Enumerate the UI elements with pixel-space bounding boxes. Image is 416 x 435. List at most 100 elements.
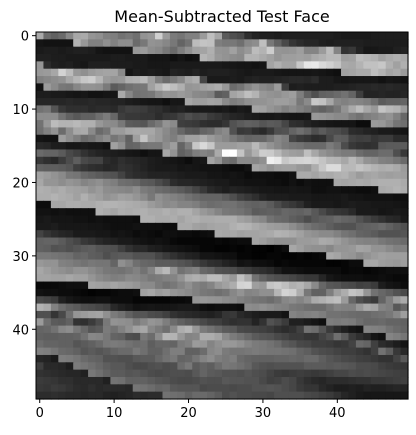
image-cell: [296, 274, 305, 283]
image-cell: [132, 259, 141, 268]
image-cell: [125, 90, 134, 99]
image-cell: [110, 252, 119, 261]
image-cell: [73, 171, 82, 180]
image-cell: [199, 281, 208, 290]
image-cell: [36, 244, 45, 253]
image-cell: [229, 252, 238, 261]
image-cell: [177, 332, 186, 341]
image-cell: [207, 230, 216, 239]
image-cell: [341, 215, 350, 224]
image-cell: [207, 252, 216, 261]
image-cell: [288, 354, 297, 363]
image-cell: [348, 318, 357, 327]
image-cell: [363, 83, 372, 92]
image-cell: [140, 200, 149, 209]
image-cell: [311, 61, 320, 70]
image-cell: [184, 127, 193, 136]
image-cell: [318, 61, 327, 70]
image-cell: [162, 274, 171, 283]
image-cell: [36, 340, 45, 349]
image-cell: [355, 252, 364, 261]
image-cell: [318, 391, 327, 400]
image-cell: [192, 127, 201, 136]
image-cell: [326, 164, 335, 173]
image-cell: [244, 127, 253, 136]
image-cell: [274, 215, 283, 224]
image-cell: [162, 215, 171, 224]
image-cell: [132, 208, 141, 217]
image-cell: [229, 237, 238, 246]
image-cell: [348, 32, 357, 40]
image-cell: [244, 281, 253, 290]
image-cell: [236, 325, 245, 334]
image-cell: [236, 149, 245, 158]
image-cell: [58, 164, 67, 173]
image-cell: [370, 391, 379, 400]
image-cell: [207, 303, 216, 312]
image-cell: [348, 259, 357, 268]
image-cell: [199, 127, 208, 136]
image-cell: [214, 156, 223, 165]
image-cell: [125, 376, 134, 385]
image-cell: [214, 83, 223, 92]
image-cell: [117, 222, 126, 231]
image-cell: [303, 222, 312, 231]
image-cell: [296, 193, 305, 202]
image-cell: [288, 127, 297, 136]
image-cell: [370, 215, 379, 224]
image-cell: [140, 171, 149, 180]
image-cell: [385, 347, 394, 356]
image-cell: [43, 215, 52, 224]
image-cell: [326, 215, 335, 224]
image-cell: [400, 340, 409, 349]
image-cell: [222, 54, 231, 62]
image-cell: [65, 384, 74, 393]
image-cell: [117, 288, 126, 297]
image-cell: [318, 376, 327, 385]
image-cell: [65, 318, 74, 327]
image-cell: [110, 310, 119, 319]
image-cell: [184, 112, 193, 121]
image-cell: [73, 237, 82, 246]
image-cell: [102, 164, 111, 173]
image-cell: [95, 215, 104, 224]
image-cell: [222, 325, 231, 334]
image-cell: [73, 178, 82, 187]
image-cell: [274, 281, 283, 290]
image-cell: [259, 237, 268, 246]
image-cell: [95, 384, 104, 393]
image-cell: [348, 274, 357, 283]
image-cell: [229, 120, 238, 129]
image-cell: [110, 90, 119, 99]
image-cell: [311, 369, 320, 378]
image-cell: [281, 369, 290, 378]
image-cell: [199, 288, 208, 297]
image-cell: [214, 98, 223, 106]
image-cell: [184, 61, 193, 70]
image-cell: [296, 369, 305, 378]
image-cell: [400, 68, 409, 77]
image-cell: [102, 340, 111, 349]
image-cell: [147, 120, 156, 129]
image-cell: [341, 54, 350, 62]
image-cell: [385, 61, 394, 70]
image-cell: [58, 120, 67, 129]
image-cell: [132, 39, 141, 48]
image-cell: [50, 230, 59, 239]
image-cell: [65, 362, 74, 371]
image-cell: [140, 369, 149, 378]
image-cell: [400, 318, 409, 327]
image-cell: [378, 288, 387, 297]
image-cell: [184, 90, 193, 99]
image-cell: [341, 332, 350, 341]
image-cell: [125, 391, 134, 400]
image-cell: [155, 68, 164, 77]
image-cell: [177, 347, 186, 356]
image-cell: [393, 178, 402, 187]
image-cell: [400, 266, 409, 275]
image-cell: [348, 296, 357, 305]
image-cell: [244, 171, 253, 180]
image-cell: [318, 347, 327, 356]
image-cell: [199, 200, 208, 209]
image-cell: [281, 54, 290, 62]
